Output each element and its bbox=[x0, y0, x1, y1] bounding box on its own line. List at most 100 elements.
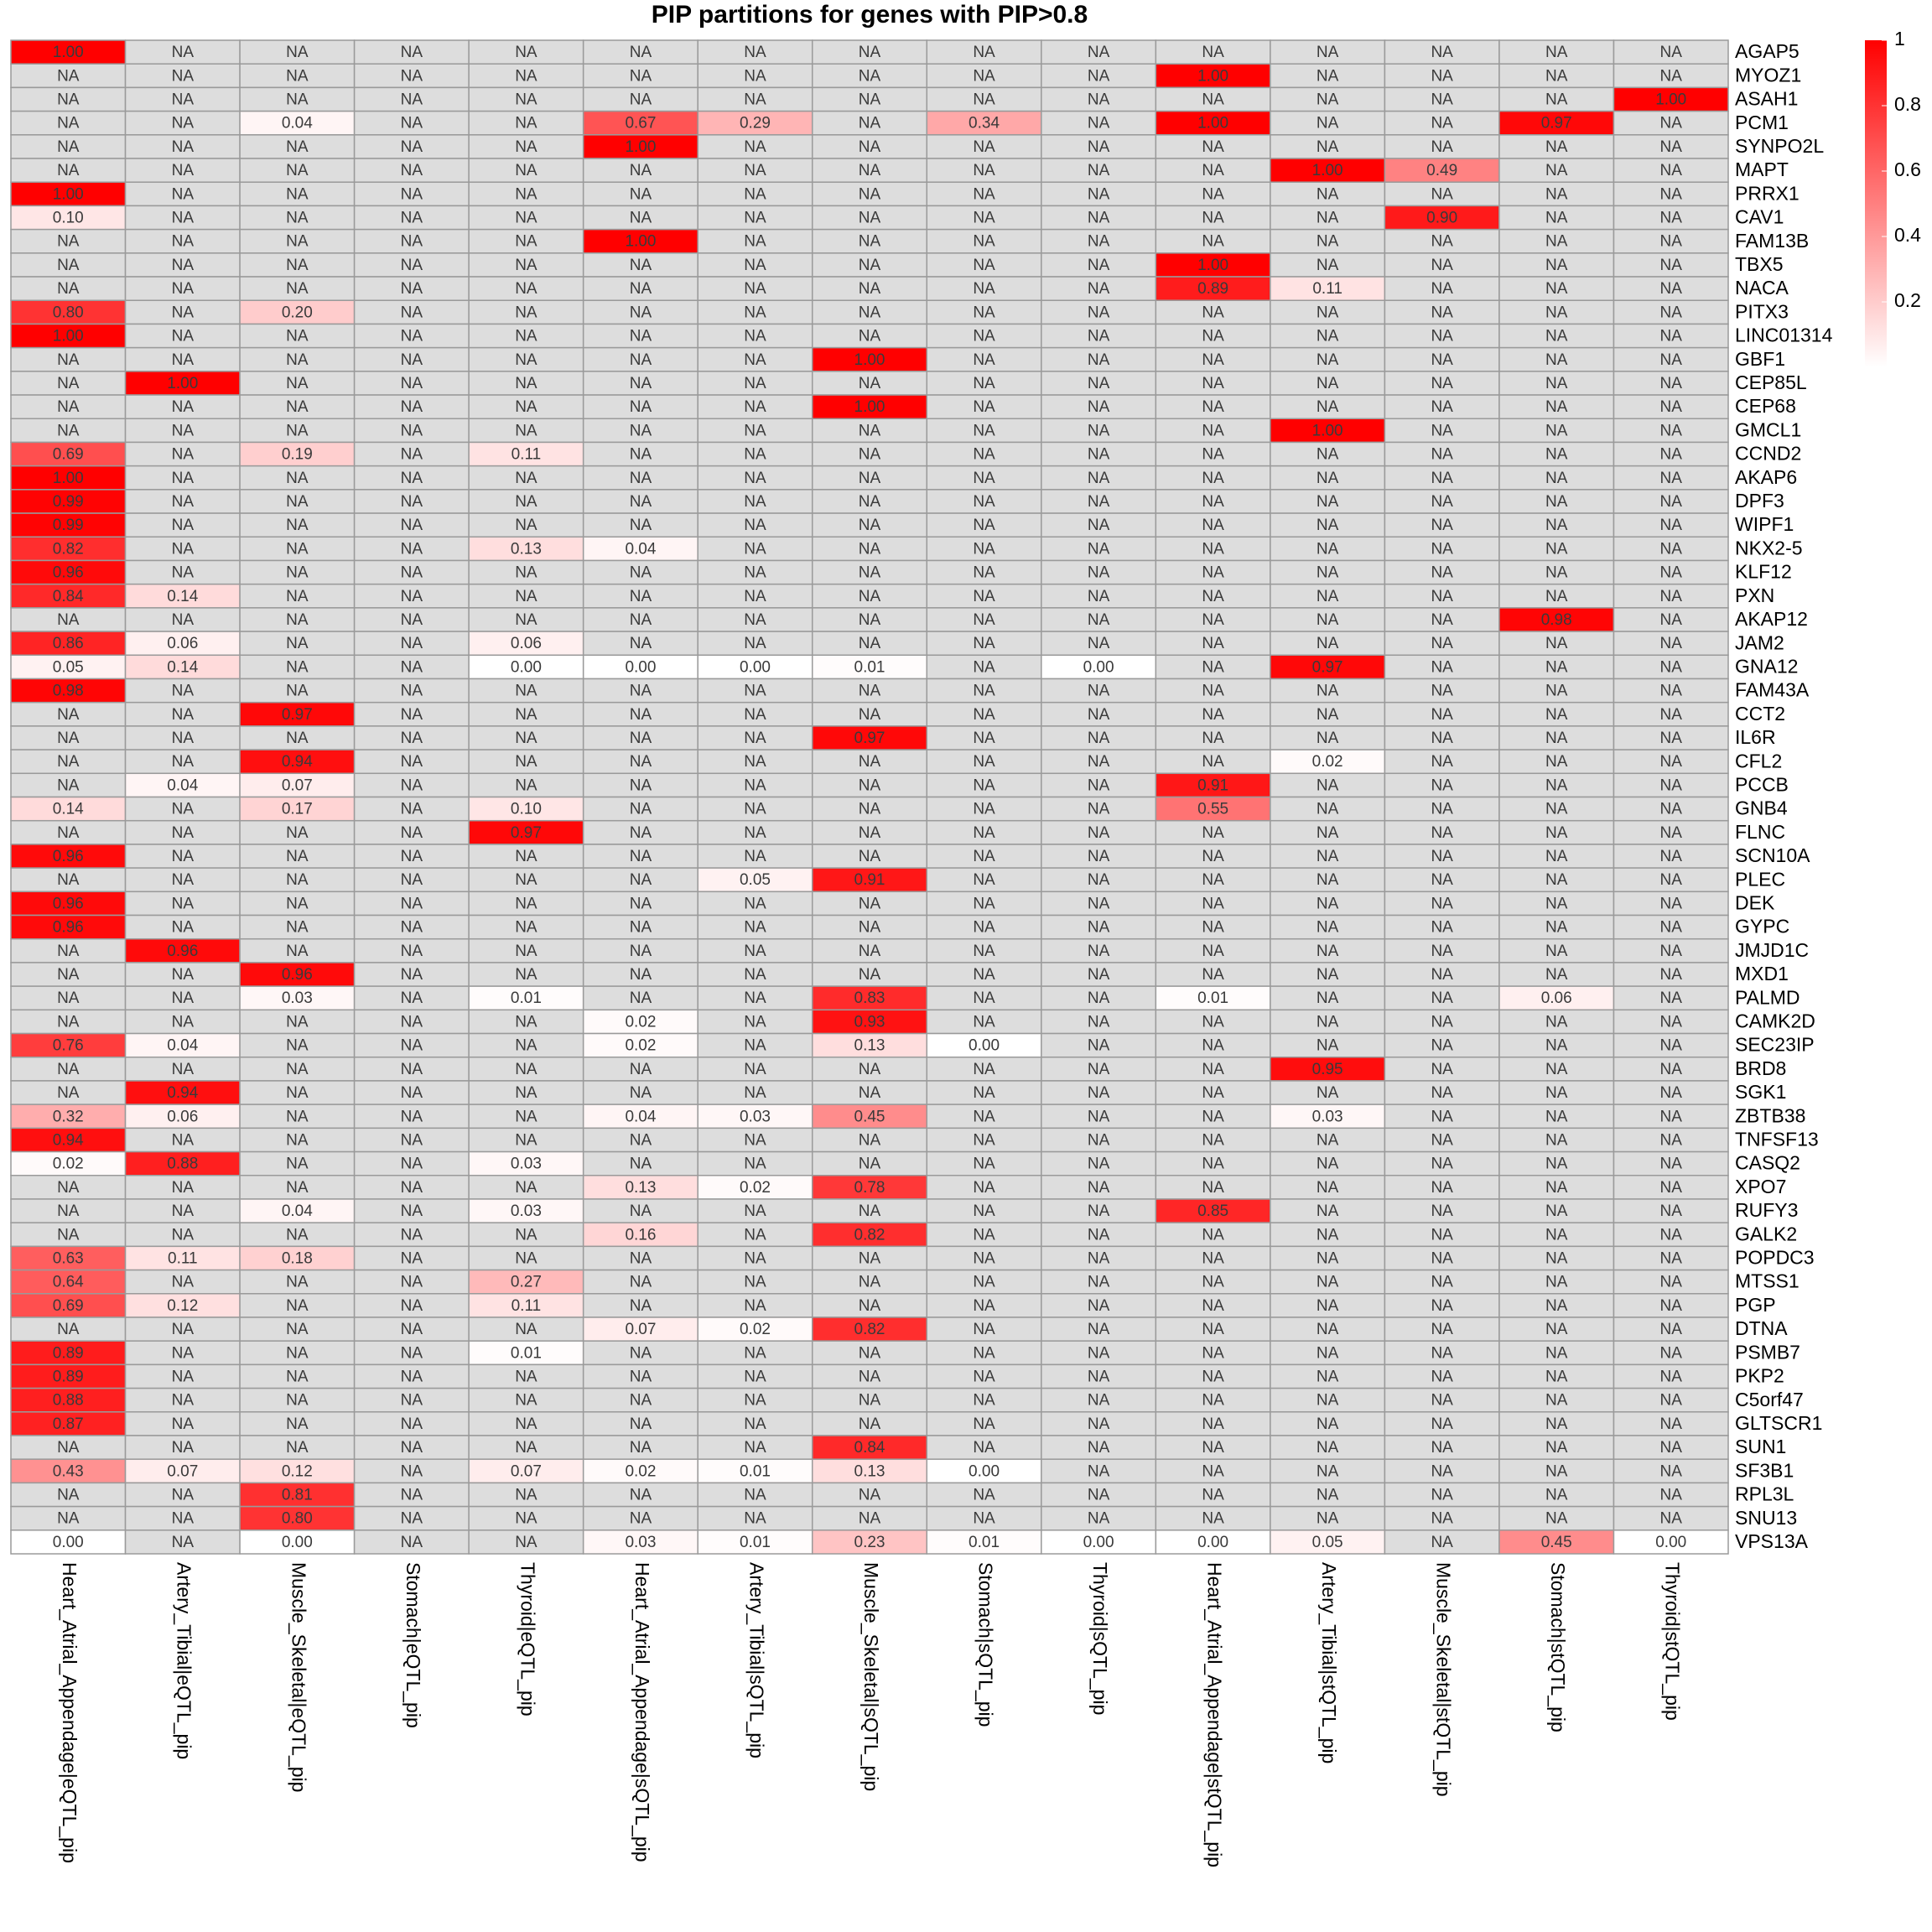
cell-label: NA bbox=[1660, 611, 1683, 629]
cell-label: NA bbox=[630, 375, 652, 392]
row-label: CEP68 bbox=[1735, 395, 1796, 417]
cell-label: NA bbox=[973, 1510, 995, 1528]
heatmap-cell bbox=[811, 110, 928, 136]
cell-label: NA bbox=[1088, 1131, 1110, 1149]
heatmap-cell bbox=[353, 134, 470, 159]
cell-label: 0.06 bbox=[1541, 989, 1572, 1007]
cell-label: NA bbox=[630, 895, 652, 912]
cell-label: NA bbox=[1088, 1084, 1110, 1102]
colorbar bbox=[1865, 40, 1887, 367]
cell-label: NA bbox=[172, 848, 195, 865]
cell-label: NA bbox=[1545, 1108, 1568, 1125]
cell-label: NA bbox=[515, 611, 538, 629]
heatmap-cell bbox=[697, 346, 813, 372]
heatmap-cell bbox=[1498, 489, 1615, 514]
row-label: LINC01314 bbox=[1735, 325, 1833, 346]
cell-label: 0.81 bbox=[282, 1487, 313, 1504]
cell-label: 0.00 bbox=[969, 1037, 1000, 1055]
heatmap-cell bbox=[811, 465, 928, 491]
cell-label: NA bbox=[1088, 776, 1110, 794]
cell-label: NA bbox=[744, 1274, 766, 1291]
cell-label: NA bbox=[1088, 44, 1110, 61]
cell-label: NA bbox=[1660, 801, 1683, 818]
cell-label: NA bbox=[630, 257, 652, 274]
cell-label: NA bbox=[1088, 280, 1110, 298]
cell-label: NA bbox=[1431, 706, 1453, 724]
cell-label: NA bbox=[1317, 91, 1339, 109]
heatmap-cell bbox=[239, 441, 356, 467]
heatmap-cell bbox=[1041, 276, 1157, 301]
heatmap-cell bbox=[1270, 914, 1386, 940]
cell-label: NA bbox=[1545, 375, 1568, 392]
cell-label: NA bbox=[515, 304, 538, 321]
cell-label: 0.27 bbox=[511, 1274, 542, 1291]
cell-label: NA bbox=[630, 446, 652, 464]
cell-label: NA bbox=[744, 517, 766, 534]
cell-label: NA bbox=[1660, 966, 1683, 984]
heatmap-cell bbox=[697, 276, 813, 301]
cell-label: NA bbox=[1660, 1392, 1683, 1410]
cell-label: NA bbox=[1545, 658, 1568, 676]
heatmap-cell bbox=[1498, 252, 1615, 278]
cell-label: NA bbox=[1088, 1108, 1110, 1125]
cell-label: NA bbox=[630, 1487, 652, 1504]
heatmap-cell bbox=[239, 536, 356, 562]
heatmap-cell bbox=[926, 323, 1042, 349]
cell-label: 0.91 bbox=[1197, 776, 1228, 794]
heatmap-cell bbox=[697, 158, 813, 183]
cell-label: NA bbox=[1431, 422, 1453, 439]
heatmap-cell bbox=[239, 725, 356, 750]
cell-label: 0.02 bbox=[625, 1462, 656, 1480]
heatmap-cell bbox=[811, 252, 928, 278]
cell-label: NA bbox=[286, 517, 309, 534]
cell-label: NA bbox=[1660, 328, 1683, 345]
cell-label: NA bbox=[515, 730, 538, 747]
cell-label: NA bbox=[401, 280, 423, 298]
cell-label: NA bbox=[630, 611, 652, 629]
cell-label: NA bbox=[1088, 1274, 1110, 1291]
cell-label: NA bbox=[744, 848, 766, 865]
cell-label: NA bbox=[1317, 1084, 1339, 1102]
cell-label: NA bbox=[744, 1297, 766, 1315]
cell-label: NA bbox=[286, 257, 309, 274]
cell-label: NA bbox=[1317, 138, 1339, 156]
cell-label: NA bbox=[744, 446, 766, 464]
heatmap-cell bbox=[1270, 536, 1386, 562]
row-label: GALK2 bbox=[1735, 1223, 1797, 1244]
cell-label: 0.11 bbox=[1312, 280, 1343, 298]
cell-label: NA bbox=[1202, 162, 1224, 179]
heatmap-cell bbox=[1041, 559, 1157, 585]
cell-label: NA bbox=[286, 1108, 309, 1125]
cell-label: NA bbox=[973, 398, 995, 416]
cell-label: NA bbox=[1317, 328, 1339, 345]
cell-label: NA bbox=[286, 919, 309, 937]
cell-label: NA bbox=[1317, 1415, 1339, 1433]
heatmap-cell bbox=[1041, 394, 1157, 419]
row-label: KLF12 bbox=[1735, 561, 1792, 583]
cell-label: NA bbox=[1660, 185, 1683, 203]
heatmap-cell bbox=[1041, 252, 1157, 278]
cell-label: NA bbox=[1660, 1226, 1683, 1244]
cell-label: NA bbox=[744, 470, 766, 487]
cell-label: NA bbox=[630, 422, 652, 439]
cell-label: NA bbox=[973, 1084, 995, 1102]
cell-label: NA bbox=[515, 848, 538, 865]
cell-label: NA bbox=[1545, 470, 1568, 487]
cell-label: NA bbox=[1545, 517, 1568, 534]
cell-label: NA bbox=[1431, 1368, 1453, 1385]
heatmap-cell bbox=[1270, 796, 1386, 822]
heatmap-cell bbox=[10, 678, 127, 704]
cell-label: 0.03 bbox=[511, 1202, 542, 1220]
cell-label: NA bbox=[1431, 304, 1453, 321]
cell-label: NA bbox=[1545, 1462, 1568, 1480]
cell-label: NA bbox=[1088, 730, 1110, 747]
cell-label: NA bbox=[286, 1321, 309, 1338]
cell-label: NA bbox=[1088, 470, 1110, 487]
heatmap-cell bbox=[1613, 181, 1729, 207]
cell-label: NA bbox=[1660, 1084, 1683, 1102]
cell-label: 0.23 bbox=[854, 1534, 886, 1551]
cell-label: 1.00 bbox=[854, 351, 886, 369]
heatmap-cell bbox=[582, 559, 699, 585]
cell-label: NA bbox=[1545, 730, 1568, 747]
cell-label: NA bbox=[1660, 422, 1683, 439]
